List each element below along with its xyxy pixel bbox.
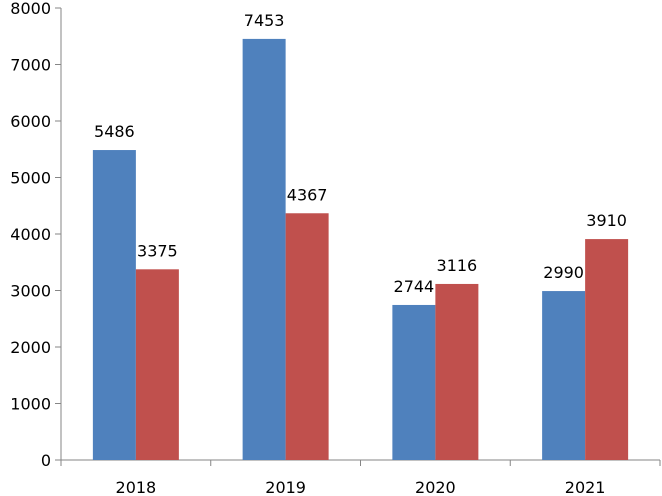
y-tick-label: 3000	[10, 282, 51, 301]
y-tick-label: 1000	[10, 395, 51, 414]
data-label: 5486	[94, 122, 135, 141]
data-label: 3116	[437, 256, 478, 275]
bar	[542, 291, 586, 460]
y-tick-label: 5000	[10, 169, 51, 188]
y-tick-label: 2000	[10, 338, 51, 357]
data-label: 3375	[137, 241, 178, 260]
x-axis: 2018 2019 2020 2021	[60, 459, 661, 496]
data-label: 4367	[287, 185, 328, 204]
bar	[392, 304, 436, 460]
y-tick-label: 6000	[10, 112, 51, 131]
y-tick-label: 8000	[10, 0, 51, 18]
y-tick-label: 4000	[10, 225, 51, 244]
bar	[242, 38, 286, 461]
y-tick-label: 7000	[10, 56, 51, 75]
x-tick-label: 2021	[565, 478, 606, 496]
data-label: 2744	[394, 277, 435, 296]
bar	[585, 239, 629, 460]
y-tick-label: 0	[41, 451, 51, 470]
x-tick-label: 2020	[415, 478, 456, 496]
bar	[92, 150, 136, 460]
y-axis: 0 1000 2000 3000 4000 5000 6000 7000 8000	[10, 0, 62, 470]
data-label: 3910	[586, 211, 627, 230]
x-tick-label: 2019	[265, 478, 306, 496]
bar	[285, 213, 329, 460]
bars	[92, 38, 629, 461]
data-label: 7453	[244, 11, 285, 30]
bar	[435, 283, 479, 460]
bar	[135, 269, 179, 460]
data-label: 2990	[543, 263, 584, 282]
x-tick-label: 2018	[116, 478, 157, 496]
